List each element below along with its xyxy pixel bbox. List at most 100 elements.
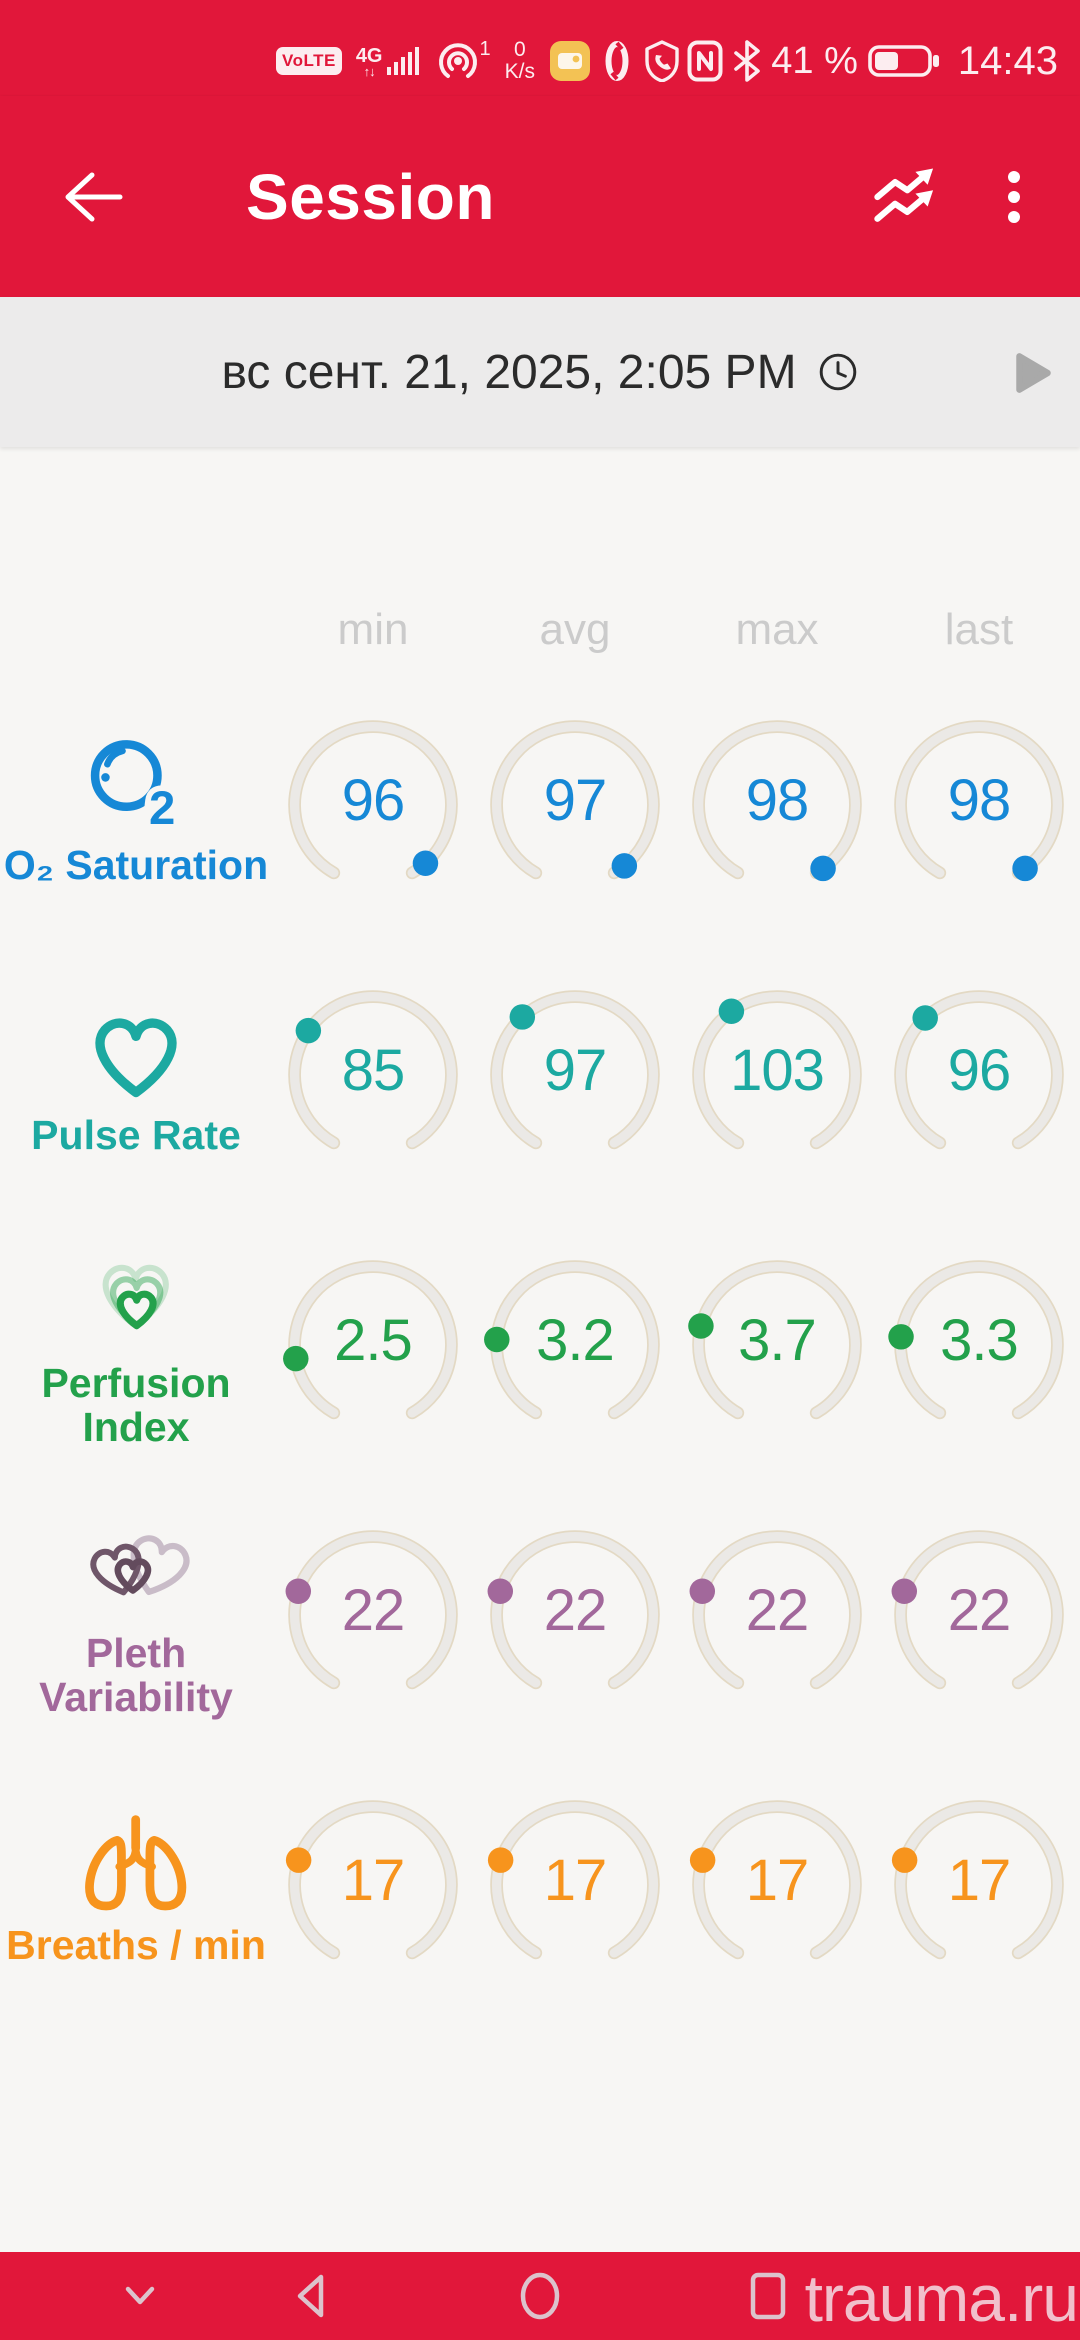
pleth-variability-icon — [79, 1521, 192, 1625]
gauge-dot — [487, 1578, 514, 1604]
gauge-dot — [295, 1017, 322, 1044]
notes-app-icon — [549, 41, 590, 81]
trends-chart-icon[interactable] — [872, 164, 948, 230]
gauge-dot — [688, 1313, 714, 1339]
gauge-last: 22 — [881, 1517, 1077, 1723]
gauge-dot — [689, 1847, 716, 1873]
perfusion-index-icon — [79, 1251, 192, 1355]
gauge-arc — [888, 1260, 1064, 1420]
session-date-bar[interactable]: вс сент. 21, 2025, 2:05 PM — [0, 297, 1080, 447]
gauge-arc — [490, 990, 660, 1150]
status-right-group: 41 % 14:43 — [687, 13, 1058, 84]
overlapping-hearts-icon — [90, 1535, 190, 1596]
gauge-arc — [484, 1260, 660, 1420]
col-header-avg: avg — [539, 605, 611, 654]
gauge-value: 3.7 — [738, 1307, 817, 1373]
data-rate: 0 K/s — [505, 39, 535, 83]
svg-text:2: 2 — [149, 782, 175, 835]
gauge-dot — [487, 1847, 514, 1873]
gauge-arc — [487, 1800, 660, 1960]
gauge-dot — [412, 850, 439, 877]
gauge-value: 97 — [543, 767, 608, 833]
gauge-dot — [810, 855, 836, 882]
metric-rows: 2 O₂ Saturation 96 97 98 98 Pulse Rate — [0, 675, 1080, 2025]
gauge-arc — [283, 1260, 458, 1420]
gauge-min: 96 — [275, 707, 471, 913]
nav-home-icon[interactable] — [516, 2272, 564, 2320]
gauge-value: 17 — [745, 1847, 810, 1913]
gauge-value: 22 — [341, 1577, 406, 1643]
hide-navbar-chevron-icon[interactable] — [116, 2272, 164, 2320]
gauge-dot — [611, 853, 638, 879]
gauge-dot — [283, 1345, 309, 1372]
gauge-value: 17 — [341, 1847, 406, 1913]
gauge-value: 3.2 — [536, 1307, 615, 1373]
gauge-arc — [285, 1530, 458, 1690]
gauge-min: 2.5 — [275, 1247, 471, 1453]
gauge-last: 96 — [881, 977, 1077, 1183]
gauge-value: 103 — [730, 1037, 825, 1103]
col-header-last: last — [944, 605, 1014, 654]
gauge-arc — [692, 990, 862, 1150]
column-headers: min avg max last — [0, 585, 1080, 675]
gauge-value: 98 — [947, 767, 1012, 833]
metric-row-o2-saturation: 2 O₂ Saturation 96 97 98 98 — [0, 675, 1080, 945]
gauge-dot — [718, 998, 745, 1024]
o2-saturation-icon: 2 — [79, 733, 192, 837]
metric-label: Perfusion Index — [41, 1360, 231, 1450]
hotspot-glyph-icon — [438, 43, 477, 78]
gauge-arc — [490, 720, 660, 880]
nav-back-icon[interactable] — [290, 2272, 338, 2320]
pulse-rate-icon — [84, 1003, 188, 1107]
watermark: trauma.ru — [804, 2261, 1079, 2335]
gauge-arc — [689, 1800, 862, 1960]
metrics-panel: min avg max last 2 O₂ Saturation 96 97 9… — [0, 447, 1080, 2025]
gauge-value: 17 — [543, 1847, 608, 1913]
gauge-value: 22 — [947, 1577, 1012, 1643]
gauge-arc — [891, 1800, 1064, 1960]
app-bar: Session — [0, 96, 1080, 297]
gauge-value: 2.5 — [334, 1307, 413, 1373]
metric-left: Pleth Variability — [0, 1521, 272, 1719]
gauge-arc — [688, 1260, 862, 1420]
metric-row-pleth-variability: Pleth Variability 22 22 22 22 — [0, 1485, 1080, 1755]
gauge-max: 103 — [679, 977, 875, 1183]
overflow-menu-icon[interactable] — [1006, 168, 1022, 226]
gauge-arc — [894, 990, 1064, 1150]
gauge-avg: 97 — [477, 707, 673, 913]
o2-bubble-icon: 2 — [91, 740, 181, 837]
metric-left: Perfusion Index — [0, 1251, 272, 1449]
status-bar: VoLTE 4G ↑↓ 1 0 K/s — [0, 0, 1080, 96]
data-rate-unit: K/s — [504, 60, 535, 83]
gauge-arc — [487, 1530, 660, 1690]
nfc-icon — [687, 40, 723, 82]
gauge-avg: 3.2 — [477, 1247, 673, 1453]
gauge-last: 3.3 — [881, 1247, 1077, 1453]
gauge-dot — [689, 1578, 716, 1604]
gauge-dot — [1012, 855, 1038, 882]
gauge-arc — [285, 1800, 458, 1960]
gauge-avg: 17 — [477, 1787, 673, 1993]
nav-recents-icon[interactable] — [744, 2272, 792, 2320]
col-header-max: max — [735, 605, 819, 654]
metric-left: Breaths / min — [0, 1813, 272, 1967]
session-datetime: вс сент. 21, 2025, 2:05 PM — [221, 345, 797, 399]
navigation-bar: trauma.ru — [0, 2252, 1080, 2340]
gauge-arc — [692, 720, 862, 882]
col-header-min: min — [337, 605, 409, 654]
gauge-avg: 97 — [477, 977, 673, 1183]
play-button[interactable] — [1012, 350, 1054, 396]
gauge-arc — [891, 1530, 1064, 1690]
gauge-dot — [285, 1847, 312, 1873]
hotspot-icon: 1 — [436, 38, 491, 82]
gauge-dot — [891, 1578, 918, 1604]
signal-bars-icon — [386, 47, 419, 75]
gauge-value: 96 — [947, 1037, 1012, 1103]
data-rate-value: 0 — [513, 38, 526, 61]
hotspot-count: 1 — [479, 38, 491, 60]
gauge-value: 85 — [341, 1037, 406, 1103]
gauge-value: 96 — [341, 767, 406, 833]
back-arrow-icon[interactable] — [60, 169, 124, 225]
gauge-value: 22 — [745, 1577, 810, 1643]
breaths-per-min-icon — [70, 1813, 201, 1917]
